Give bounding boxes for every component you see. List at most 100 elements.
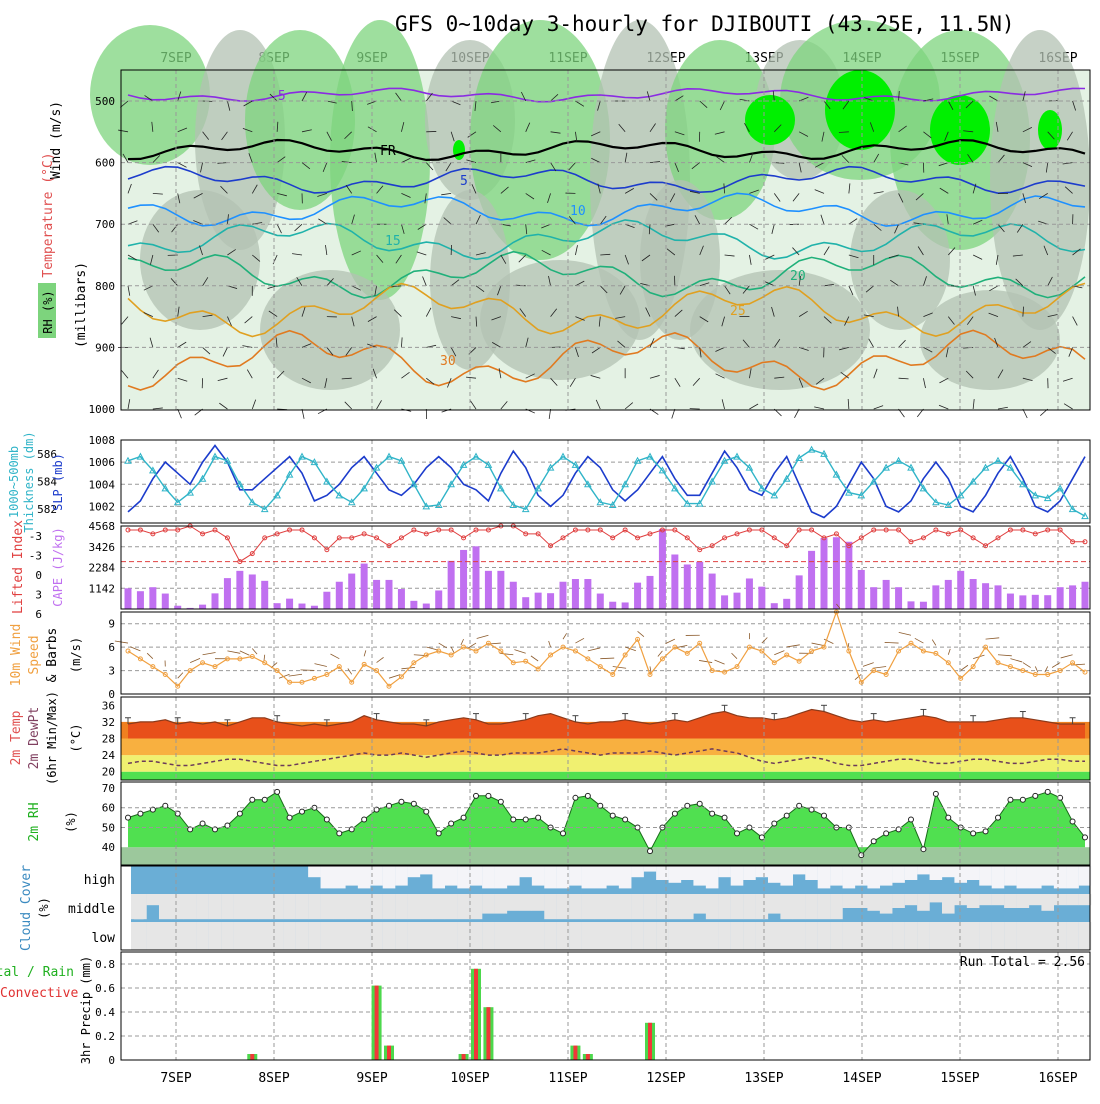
wind-barb-10m	[885, 642, 899, 643]
wind-barb-10m	[658, 651, 663, 657]
wind-barb-10m	[147, 653, 153, 658]
cloud-clear-middle	[855, 894, 868, 908]
cloud-clear-middle	[557, 894, 570, 919]
cloud-clear-middle	[1054, 894, 1067, 905]
cloud-clear-low	[333, 922, 346, 950]
rh2m-point	[822, 813, 827, 818]
cape-bar	[895, 587, 902, 609]
cloud-clear-low	[171, 922, 184, 950]
wind-barb-10m	[961, 665, 968, 670]
wind-barb-10m	[330, 654, 339, 659]
cloud-level-low: low	[92, 931, 116, 946]
rh2m-point	[933, 791, 938, 796]
rh2m-point	[697, 801, 702, 806]
cape-bar	[758, 587, 765, 609]
cloud-clear-high	[843, 866, 856, 888]
cloud-clear-middle	[495, 894, 508, 914]
cape-bar	[684, 564, 691, 609]
cloud-clear-middle	[681, 894, 694, 919]
date-label-bottom: 15SEP	[940, 1071, 979, 1086]
cape-bar	[945, 580, 952, 609]
wind-barb-10m	[227, 651, 240, 653]
cape-bar	[783, 599, 790, 609]
cape-bar	[386, 580, 393, 609]
cloud-clear-high	[1079, 866, 1092, 886]
cape-bar	[522, 597, 529, 609]
cloud-clear-middle	[942, 894, 955, 914]
rh2m-point	[585, 793, 590, 798]
rh2m-point	[200, 821, 205, 826]
cape-bar	[274, 603, 281, 609]
cloud-clear-low	[258, 922, 271, 950]
rh2m-point	[461, 815, 466, 820]
precip-convective-bar	[486, 1007, 490, 1060]
rh2m-point	[126, 815, 131, 820]
cape-bar	[1082, 582, 1089, 609]
rh2m-point	[983, 829, 988, 834]
cloud-level-high: high	[84, 873, 115, 888]
cloud-clear-high	[619, 866, 632, 888]
cloud-clear-low	[1079, 922, 1092, 950]
cloud-clear-middle	[184, 894, 197, 919]
cloud-clear-middle	[258, 894, 271, 919]
wind-barb-10m	[899, 632, 911, 635]
cape-tick: 3426	[89, 541, 116, 554]
wind-barb-10m	[531, 656, 538, 661]
cloud-clear-low	[221, 922, 234, 950]
wind-barb-10m	[314, 664, 326, 667]
cloud-clear-middle	[507, 894, 520, 911]
rh2m-point	[672, 811, 677, 816]
cloud-clear-low	[880, 922, 893, 950]
pressure-tick: 600	[95, 157, 115, 170]
wind-barb-10m	[575, 638, 584, 643]
cloud-clear-middle	[159, 894, 172, 919]
cloud-clear-low	[271, 922, 284, 950]
cloud-clear-high	[395, 866, 408, 886]
cloud-clear-high	[830, 866, 843, 886]
wind-barb-10m	[348, 669, 352, 675]
rh2m-point	[498, 799, 503, 804]
wind-barb-10m	[812, 643, 825, 646]
cloud-clear-middle	[743, 894, 756, 919]
rh2m-point	[362, 817, 367, 822]
cape-bar	[970, 579, 977, 609]
wind-barb-10m	[240, 651, 250, 655]
precip-tick: 0	[108, 1054, 115, 1067]
cloud-clear-middle	[1004, 894, 1017, 908]
cloud-clear-middle	[221, 894, 234, 919]
cloud-clear-low	[209, 922, 222, 950]
pressure-tick: 1000	[89, 403, 116, 416]
cloud-clear-low	[706, 922, 719, 950]
rh-high-shading	[453, 140, 465, 160]
cloud-clear-middle	[1079, 894, 1092, 905]
cape-bar	[398, 589, 405, 609]
cloud-clear-middle	[656, 894, 669, 919]
rh-shading	[330, 20, 430, 300]
cloud-clear-middle	[892, 894, 905, 908]
wind-barb-10m	[264, 655, 265, 661]
cloud-clear-middle	[718, 894, 731, 919]
cloud-clear-middle	[793, 894, 806, 919]
cloud-clear-low	[495, 922, 508, 950]
cloud-clear-low	[669, 922, 682, 950]
isotherm-label: 15	[385, 234, 401, 249]
pressure-tick: 700	[95, 218, 115, 231]
cape-bar	[647, 576, 654, 609]
cloud-clear-low	[569, 922, 582, 950]
cloud-clear-high	[631, 866, 644, 877]
cloud-clear-high	[644, 866, 657, 872]
cape-legend: CAPE (J/kg)	[51, 527, 65, 606]
cloud-clear-low	[855, 922, 868, 950]
rh2m-point	[1070, 819, 1075, 824]
precip-convective-bar	[250, 1054, 254, 1060]
precip-legend-total: Total / Rain	[0, 965, 74, 980]
cloud-clear-middle	[420, 894, 433, 919]
rh-dry-band	[121, 847, 1090, 865]
date-label-bottom: 14SEP	[842, 1071, 881, 1086]
cloud-clear-low	[718, 922, 731, 950]
cloud-clear-low	[1029, 922, 1042, 950]
isotherm-label: 30	[440, 354, 456, 369]
rh2m-tick: 40	[102, 841, 115, 854]
rh2m-point	[250, 797, 255, 802]
cloud-clear-low	[246, 922, 259, 950]
